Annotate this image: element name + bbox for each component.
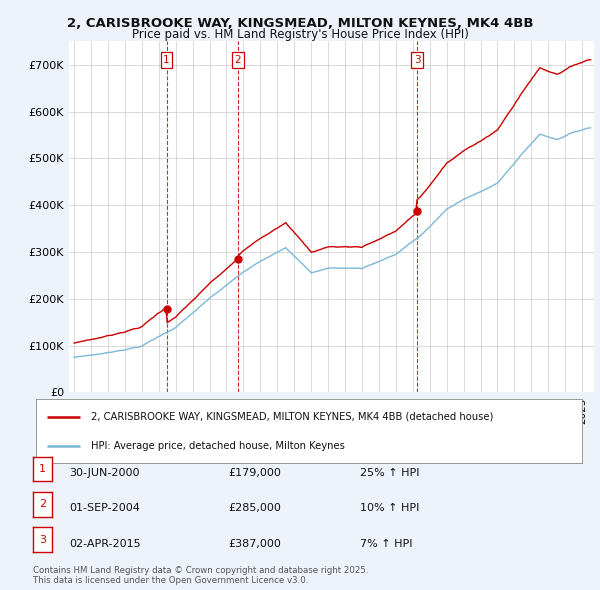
- Text: £387,000: £387,000: [228, 539, 281, 549]
- Text: £285,000: £285,000: [228, 503, 281, 513]
- Text: 30-JUN-2000: 30-JUN-2000: [69, 468, 139, 478]
- Text: 1: 1: [39, 464, 46, 474]
- Text: 10% ↑ HPI: 10% ↑ HPI: [360, 503, 419, 513]
- Text: 1: 1: [163, 55, 170, 65]
- Text: 2: 2: [235, 55, 241, 65]
- Text: 3: 3: [39, 535, 46, 545]
- Text: 2: 2: [39, 500, 46, 509]
- Text: 3: 3: [414, 55, 421, 65]
- Text: HPI: Average price, detached house, Milton Keynes: HPI: Average price, detached house, Milt…: [91, 441, 344, 451]
- Text: 2, CARISBROOKE WAY, KINGSMEAD, MILTON KEYNES, MK4 4BB: 2, CARISBROOKE WAY, KINGSMEAD, MILTON KE…: [67, 17, 533, 30]
- Text: 01-SEP-2004: 01-SEP-2004: [69, 503, 140, 513]
- Text: 25% ↑ HPI: 25% ↑ HPI: [360, 468, 419, 478]
- Text: Contains HM Land Registry data © Crown copyright and database right 2025.
This d: Contains HM Land Registry data © Crown c…: [33, 566, 368, 585]
- Text: 02-APR-2015: 02-APR-2015: [69, 539, 140, 549]
- Text: 2, CARISBROOKE WAY, KINGSMEAD, MILTON KEYNES, MK4 4BB (detached house): 2, CARISBROOKE WAY, KINGSMEAD, MILTON KE…: [91, 412, 493, 422]
- Text: 7% ↑ HPI: 7% ↑ HPI: [360, 539, 413, 549]
- Text: Price paid vs. HM Land Registry's House Price Index (HPI): Price paid vs. HM Land Registry's House …: [131, 28, 469, 41]
- Text: £179,000: £179,000: [228, 468, 281, 478]
